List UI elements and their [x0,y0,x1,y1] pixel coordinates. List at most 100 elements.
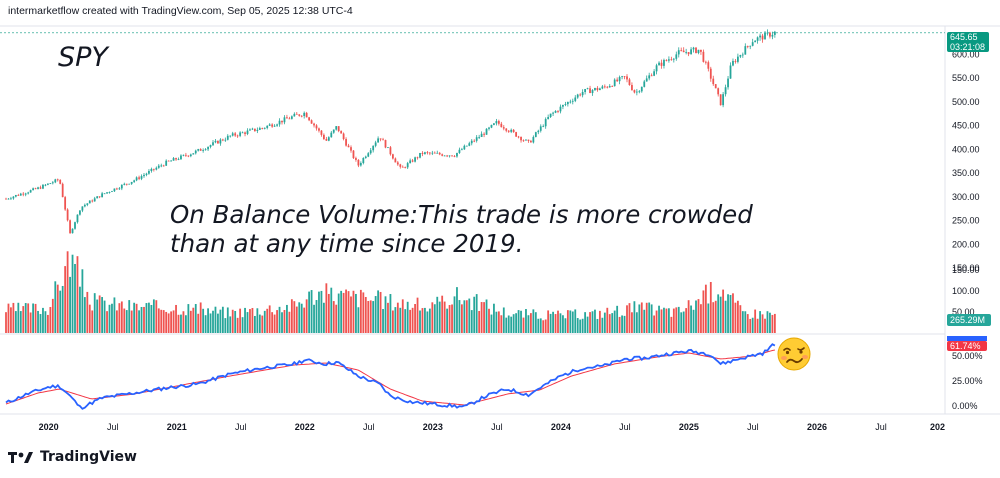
candle-body [199,149,202,151]
candle-body [103,193,106,195]
candle-body [682,50,685,53]
volume-bar [172,310,175,333]
volume-bar [421,308,424,333]
obv-tick-label: 0.00% [952,401,978,411]
volume-bar [463,300,466,333]
tradingview-logo[interactable]: TradingView [8,449,137,465]
volume-bar [207,308,209,333]
candle-body [88,200,91,204]
candle-body [510,129,513,132]
candle-body [187,155,190,157]
candle-body [635,91,638,93]
volume-bar [707,303,710,333]
volume-bar [660,309,663,333]
candle-body [584,89,587,93]
volume-bar [505,317,508,333]
candle-body [542,126,545,128]
volume-bar [468,298,471,333]
volume-bar [601,317,604,333]
candle-body [488,127,490,129]
time-tick-label: Jul [747,422,759,432]
volume-bar [128,300,131,333]
candle-body [364,156,367,158]
candle-body [138,177,140,179]
candle-body [623,76,626,78]
candle-body [133,180,136,182]
volume-bar [490,314,493,333]
candle-body [81,206,84,211]
volume-bar [236,317,239,333]
candle-body [495,121,498,124]
candle-body [19,193,22,196]
volume-bar [367,300,370,333]
candle-body [290,116,293,119]
candle-body [594,87,596,91]
volume-bar [290,299,293,333]
volume-bar [330,287,333,333]
volume-bar [695,300,697,333]
candle-body [313,123,315,126]
candle-body [618,77,621,82]
candle-body [544,119,547,127]
candle-body [665,59,668,61]
volume-bar [525,309,527,333]
candle-body [719,94,722,106]
volume-bar [569,310,572,333]
volume-bar [88,304,91,333]
candle-body [667,59,670,61]
obv-value-badges: 61.74% [947,336,987,351]
volume-bar [709,281,712,333]
volume-bar [670,316,673,333]
candle-body [352,150,355,159]
volume-bar [549,313,552,333]
volume-bar [288,311,291,333]
volume-bar [7,303,10,333]
candle-body [308,117,311,121]
volume-bar [29,312,32,333]
volume-bar [677,306,680,333]
candle-body [638,91,641,93]
candle-body [559,106,562,112]
volume-bar [135,303,138,333]
volume-bar [10,307,12,333]
candle-body [613,79,616,87]
candle-body [470,140,473,144]
volume-bar [650,304,653,333]
candle-body [746,46,749,47]
volume-bar [182,311,185,333]
volume-bar [754,309,757,333]
price-tick-label: 550.00 [952,73,980,83]
volume-bar [69,276,71,333]
candle-body [335,126,338,130]
candle-body [764,32,766,40]
candle-body [497,121,500,124]
volume-bar [611,313,614,333]
volume-bar [300,303,303,333]
candle-body [473,140,476,142]
candle-body [157,165,160,168]
volume-bar [470,310,473,333]
candle-body [305,112,308,118]
candle-body [411,160,414,162]
volume-bar [313,304,315,333]
volume-bar [276,310,278,333]
volume-bar [54,281,57,333]
annotation-line-1: On Balance Volume:This trade is more cro… [170,200,753,229]
volume-bar [532,309,535,333]
volume-bar [441,295,444,333]
candle-body [12,196,15,199]
candle-body [717,88,720,95]
candle-body [387,147,389,149]
candle-body [702,51,705,62]
candle-body [268,124,271,126]
candle-body [14,195,17,197]
volume-bar [167,313,170,333]
volume-bar [308,291,311,333]
candle-body [736,56,739,62]
candle-body [453,156,456,158]
volume-bar [384,296,387,333]
candle-body [443,155,446,157]
chart-annotation: On Balance Volume:This trade is more cro… [170,200,790,258]
volume-bar [478,310,481,333]
